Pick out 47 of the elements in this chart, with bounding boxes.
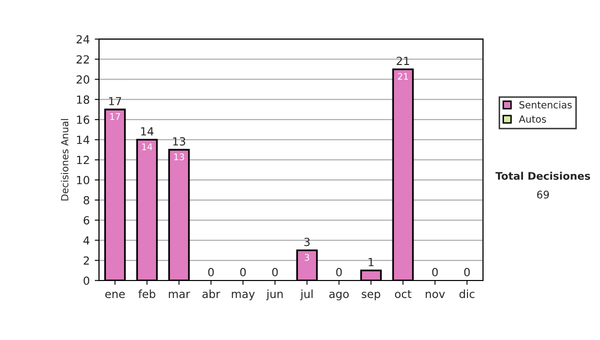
total-label: 13 (173, 137, 186, 146)
y-tick-label: 24 (76, 35, 90, 44)
x-tick-label: dic (459, 290, 474, 298)
text: Total Decisiones (495, 172, 590, 180)
text: 69 (537, 190, 549, 199)
total-label: 1 (368, 258, 374, 266)
total-label: 0 (432, 268, 438, 276)
total-label: 3 (304, 238, 310, 246)
total-label: 14 (141, 127, 154, 136)
y-tick-label: 0 (84, 276, 90, 285)
legend-label: Autos (518, 116, 546, 123)
y-tick-label: 10 (77, 176, 90, 184)
x-tick-label: sep (362, 292, 380, 300)
total-label: 0 (208, 268, 214, 276)
x-tick-label: mar (168, 292, 190, 298)
x-tick-label: jun (266, 290, 283, 300)
total-label: 21 (396, 56, 410, 65)
x-tick-label: may (232, 292, 255, 300)
y-tick-label: 22 (76, 55, 89, 64)
y-tick-label: 4 (83, 236, 90, 244)
y-tick-label: 18 (77, 95, 90, 104)
y-tick-label: 16 (77, 116, 90, 124)
data-label: 13 (174, 153, 184, 160)
y-tick-label: 20 (76, 75, 90, 84)
x-tick-label: oct (394, 290, 412, 298)
data-label: 17 (110, 113, 120, 120)
legend-label: Sentencias (519, 100, 572, 108)
x-tick-label: jul (300, 290, 313, 300)
total-label: 0 (336, 268, 342, 276)
data-label: 21 (398, 72, 408, 80)
y-tick-label: 2 (84, 256, 89, 265)
x-tick-label: ago (329, 292, 349, 300)
total-label: 0 (272, 268, 278, 276)
y-tick-label: 14 (77, 136, 90, 144)
y-axis-title: Decisiones Anual (60, 119, 68, 200)
x-tick-label: feb (138, 290, 156, 298)
x-tick-label: nov (426, 292, 445, 298)
data-label: 14 (142, 143, 152, 150)
x-tick-label: abr (202, 290, 220, 298)
x-tick-label: ene (105, 292, 125, 298)
y-tick-label: 12 (77, 156, 89, 164)
y-tick-label: 8 (84, 196, 90, 204)
y-tick-label: 6 (84, 216, 90, 225)
data-label: 3 (304, 254, 310, 261)
total-label: 0 (240, 268, 246, 276)
total-label: 0 (464, 268, 470, 276)
total-label: 17 (109, 97, 122, 106)
